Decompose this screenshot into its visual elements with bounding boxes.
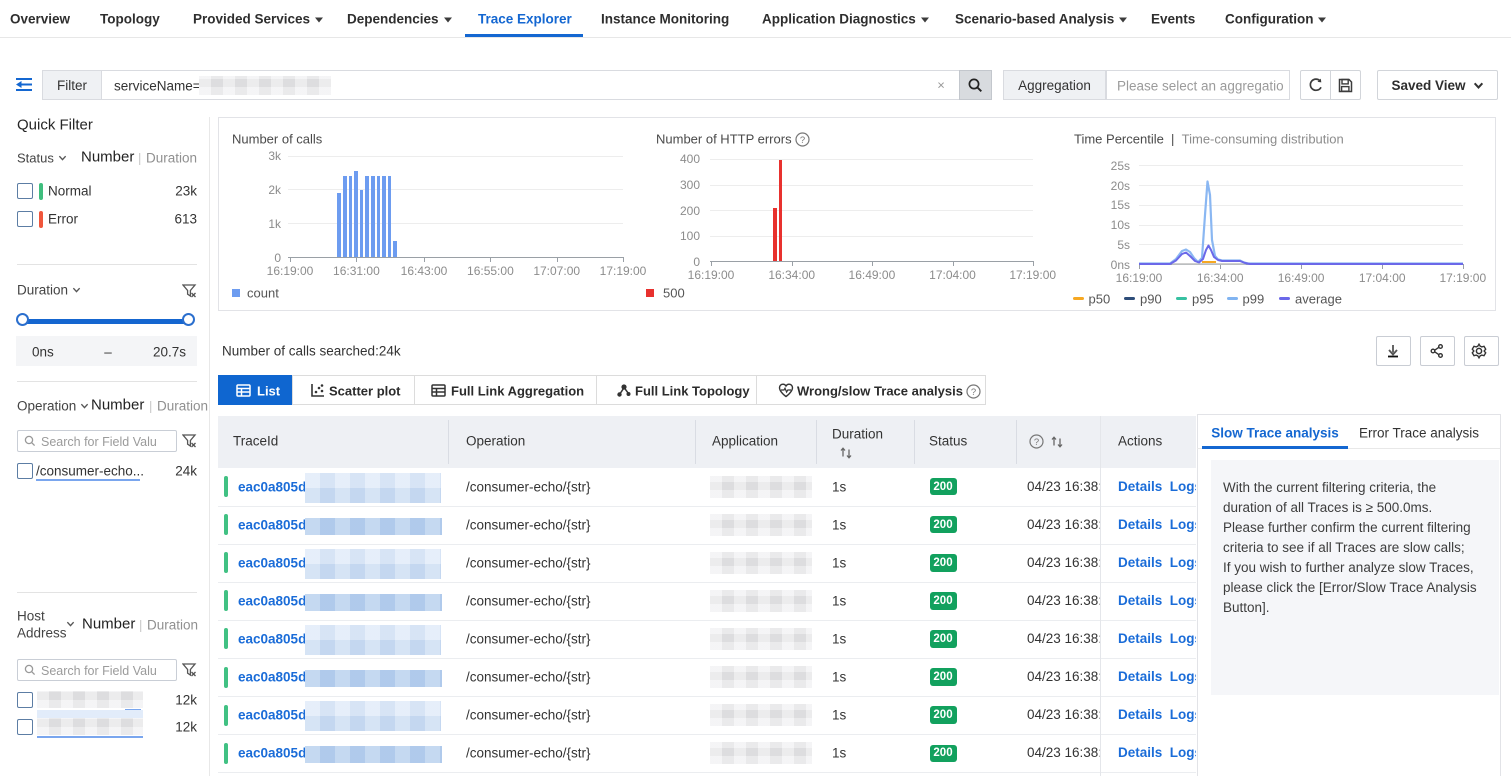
svg-text:?: ? [800,135,805,146]
svg-text:?: ? [1034,437,1039,448]
svg-text:?: ? [971,387,976,398]
